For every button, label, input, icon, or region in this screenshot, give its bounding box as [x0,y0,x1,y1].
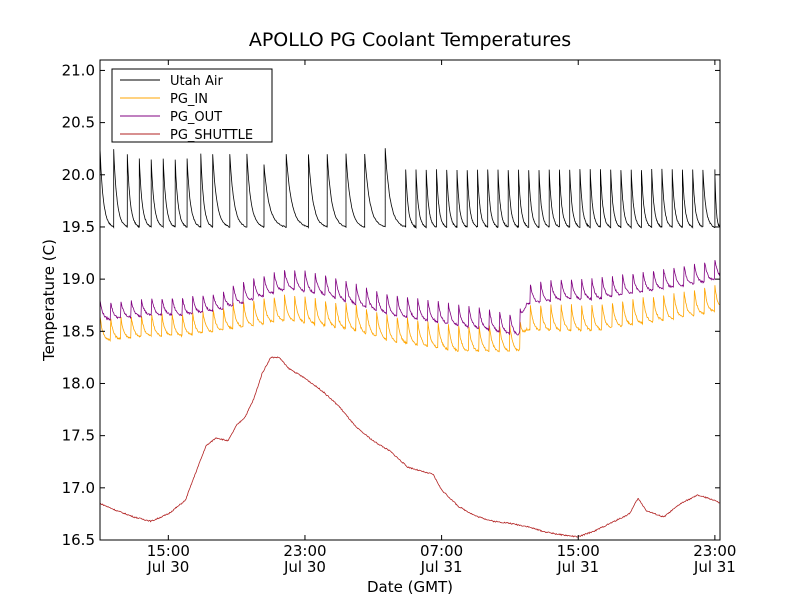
x-tick-date: Jul 31 [693,558,736,576]
x-axis-label: Date (GMT) [367,578,453,596]
y-tick-label: 20.5 [62,114,95,132]
legend-box [111,68,273,143]
legend-label: PG_OUT [170,110,222,125]
series-line-pg-shuttle [99,356,720,538]
series-line-utah-air [99,148,721,230]
legend-label: PG_SHUTTLE [170,128,253,143]
x-tick-date: Jul 31 [556,558,599,576]
x-tick-date: Jul 31 [420,558,463,576]
chart-title: APOLLO PG Coolant Temperatures [249,29,571,51]
series-layer [99,148,721,538]
legend-label: Utah Air [170,74,223,89]
legend: Utah Air PG_IN PG_OUT PG_SHUTTLE [111,68,273,143]
y-tick-label: 16.5 [62,531,95,549]
legend-label: PG_IN [170,92,208,107]
y-tick-label: 18.5 [62,322,95,340]
y-tick-label: 19.5 [62,218,95,236]
x-tick-time: 23:00 [693,542,736,560]
y-tick-label: 18.0 [62,374,95,392]
y-tick-label: 20.0 [62,166,95,184]
x-tick-time: 23:00 [283,542,326,560]
x-tick-time: 15:00 [557,542,600,560]
y-tick-label: 19.0 [62,270,95,288]
series-line-pg-out [99,260,720,336]
plot-frame [99,59,721,541]
x-tick-date: Jul 30 [283,558,326,576]
x-tick-time: 15:00 [147,542,190,560]
x-tick-date: Jul 30 [146,558,189,576]
x-tick-time: 07:00 [420,542,463,560]
y-axis-label: Temperature (C) [40,239,58,362]
y-tick-label: 21.0 [62,61,95,79]
y-tick-label: 17.5 [62,427,95,445]
y-tick-label: 17.0 [62,479,95,497]
series-line-pg-in [99,285,720,353]
axis-layer: 16.5 17.0 17.5 18.0 18.5 19.0 19.5 20.0 20.5 21.0… [62,60,736,576]
